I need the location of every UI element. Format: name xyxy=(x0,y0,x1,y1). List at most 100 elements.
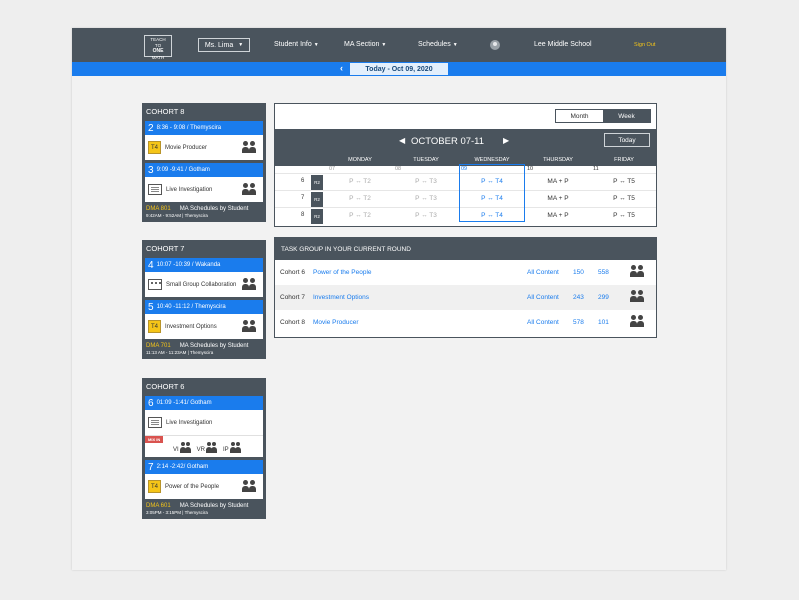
task-link[interactable]: Movie Producer xyxy=(313,319,359,326)
nav-ma-section[interactable]: MA Section ▼ xyxy=(344,41,386,48)
nav-label: MA Section xyxy=(344,41,380,48)
group-people-icon[interactable] xyxy=(242,480,259,493)
calendar-header: ◀ OCTOBER 07-11 ▶ Today xyxy=(275,129,656,153)
logo-text: TEACH xyxy=(150,37,166,42)
logo-text: ONE xyxy=(152,48,164,54)
dma-row[interactable]: DMA 801 MA Schedules by Student xyxy=(145,206,263,212)
row-number: 8 xyxy=(301,212,305,218)
mix-item[interactable]: VI xyxy=(173,442,192,453)
calendar-panel: Month Week ◀ OCTOBER 07-11 ▶ Today MONDA… xyxy=(274,103,657,227)
teach-to-one-logo[interactable]: TEACH TO ONE MATH xyxy=(144,35,172,60)
nav-label: Student Info xyxy=(274,41,312,48)
people-icon xyxy=(206,442,218,453)
schedule-cell[interactable]: P ↔ T2 xyxy=(349,195,371,202)
schedule-cell[interactable]: MA + P xyxy=(547,212,569,219)
chevron-down-icon: ▼ xyxy=(238,42,244,48)
session-card[interactable]: 2 8:36 - 9:08 / Themyscira T4 Movie Prod… xyxy=(145,121,263,160)
schedule-cell[interactable]: P ↔ T3 xyxy=(415,178,437,185)
calendar-title: ◀ OCTOBER 07-11 ▶ xyxy=(399,136,509,147)
today-button[interactable]: Today xyxy=(604,133,650,147)
weekday-row: MONDAY TUESDAY WEDNESDAY THURSDAY FRIDAY xyxy=(275,153,656,166)
nav-schedules[interactable]: Schedules ▼ xyxy=(418,41,458,48)
count-link[interactable]: 299 xyxy=(598,294,609,301)
session-card[interactable]: 4 10:07 -10:39 / Wakanda Small Group Col… xyxy=(145,258,263,297)
cohort-title: COHORT 8 xyxy=(146,107,185,116)
today-date-label[interactable]: Today - Oct 09, 2020 xyxy=(350,63,448,75)
dma-row[interactable]: DMA 701 MA Schedules by Student xyxy=(145,343,263,349)
cohort-panel: COHORT 7 4 10:07 -10:39 / Wakanda Small … xyxy=(142,240,266,359)
month-view-button[interactable]: Month xyxy=(570,112,589,120)
schedule-cell[interactable]: MA + P xyxy=(547,195,569,202)
schedule-cell[interactable]: P ↔ T4 xyxy=(481,195,503,202)
count-link[interactable]: 150 xyxy=(573,269,584,276)
session-card[interactable]: 6 01:09 -1:41/ Gotham Live Investigation… xyxy=(145,396,263,457)
group-collab-icon xyxy=(148,279,162,290)
group-people-icon[interactable] xyxy=(630,290,647,303)
schedule-cell[interactable]: P ↔ T2 xyxy=(349,178,371,185)
schedule-cell[interactable]: P ↔ T4 xyxy=(481,212,503,219)
count-link[interactable]: 243 xyxy=(573,294,584,301)
schedule-cell[interactable]: P ↔ T5 xyxy=(613,178,635,185)
group-people-icon[interactable] xyxy=(630,265,647,278)
all-content-link[interactable]: All Content xyxy=(527,294,559,301)
session-number: 7 xyxy=(148,461,154,473)
session-card[interactable]: 3 9:09 -9:41 / Gotham Live Investigation xyxy=(145,163,263,202)
date-number: 07 xyxy=(329,166,336,172)
schedule-cell[interactable]: P ↔ T4 xyxy=(481,178,503,185)
schedule-cell[interactable]: MA + P xyxy=(547,178,569,185)
people-icon xyxy=(229,442,242,453)
mix-item[interactable]: VR xyxy=(197,442,218,453)
schedule-cell[interactable]: P ↔ T5 xyxy=(613,212,635,219)
next-week-icon[interactable]: ▶ xyxy=(503,136,510,145)
group-people-icon[interactable] xyxy=(242,278,259,291)
group-people-icon[interactable] xyxy=(242,141,259,154)
task-link[interactable]: Power of the People xyxy=(313,269,372,276)
session-header: 5 10:40 -11:12 / Themyscira xyxy=(145,300,263,314)
count-link[interactable]: 578 xyxy=(573,319,584,326)
mix-in-row: MIX IN VI VR IP xyxy=(145,435,263,457)
session-header: 3 9:09 -9:41 / Gotham xyxy=(145,163,263,177)
round-tag: R2 xyxy=(311,208,323,224)
session-body: T4 Movie Producer xyxy=(145,135,263,160)
session-header: 6 01:09 -1:41/ Gotham xyxy=(145,396,263,410)
schedule-cell[interactable]: P ↔ T5 xyxy=(613,195,635,202)
session-body: Small Group Collaboration xyxy=(145,272,263,297)
row-number: 6 xyxy=(301,178,305,184)
activity-label: Small Group Collaboration xyxy=(166,281,237,288)
week-view-button[interactable]: Week xyxy=(603,110,650,122)
session-time: 10:07 -10:39 / Wakanda xyxy=(156,262,221,268)
group-people-icon[interactable] xyxy=(242,320,259,333)
sign-out-link[interactable]: Sign Out xyxy=(634,42,656,48)
prev-week-icon[interactable]: ◀ xyxy=(399,136,406,145)
count-link[interactable]: 558 xyxy=(598,269,609,276)
task-link[interactable]: Investment Options xyxy=(313,294,369,301)
week-range-label: OCTOBER 07-11 xyxy=(411,136,485,147)
count-link[interactable]: 101 xyxy=(598,319,609,326)
date-number: 11 xyxy=(593,166,599,172)
logo-text: MATH xyxy=(151,54,165,60)
all-content-link[interactable]: All Content xyxy=(527,269,559,276)
session-time: 2:14 -2:42/ Gotham xyxy=(156,464,209,470)
activity-label: Movie Producer xyxy=(165,144,208,151)
chevron-down-icon: ▼ xyxy=(381,42,387,48)
prev-day-icon[interactable]: ‹ xyxy=(340,63,343,73)
session-card[interactable]: 7 2:14 -2:42/ Gotham T4 Power of the Peo… xyxy=(145,460,263,499)
avatar[interactable] xyxy=(490,40,500,50)
group-people-icon[interactable] xyxy=(242,183,259,196)
dma-code: DMA 601 xyxy=(146,503,171,509)
all-content-link[interactable]: All Content xyxy=(527,319,559,326)
user-dropdown[interactable]: Ms. Lima ▼ xyxy=(198,38,250,52)
schedule-cell[interactable]: P ↔ T2 xyxy=(349,212,371,219)
mix-item[interactable]: IP xyxy=(223,442,242,453)
day-label: FRIDAY xyxy=(614,157,634,163)
session-body: T4 Investment Options xyxy=(145,314,263,339)
user-name: Ms. Lima xyxy=(204,41,234,49)
group-people-icon[interactable] xyxy=(630,315,647,328)
nav-student-info[interactable]: Student Info ▼ xyxy=(274,41,319,48)
session-body: Live Investigation xyxy=(145,410,263,435)
schedule-cell[interactable]: P ↔ T3 xyxy=(415,195,437,202)
dma-row[interactable]: DMA 601 MA Schedules by Student xyxy=(145,503,263,509)
cohort-title: COHORT 6 xyxy=(146,382,185,391)
schedule-cell[interactable]: P ↔ T3 xyxy=(415,212,437,219)
session-card[interactable]: 5 10:40 -11:12 / Themyscira T4 Investmen… xyxy=(145,300,263,339)
